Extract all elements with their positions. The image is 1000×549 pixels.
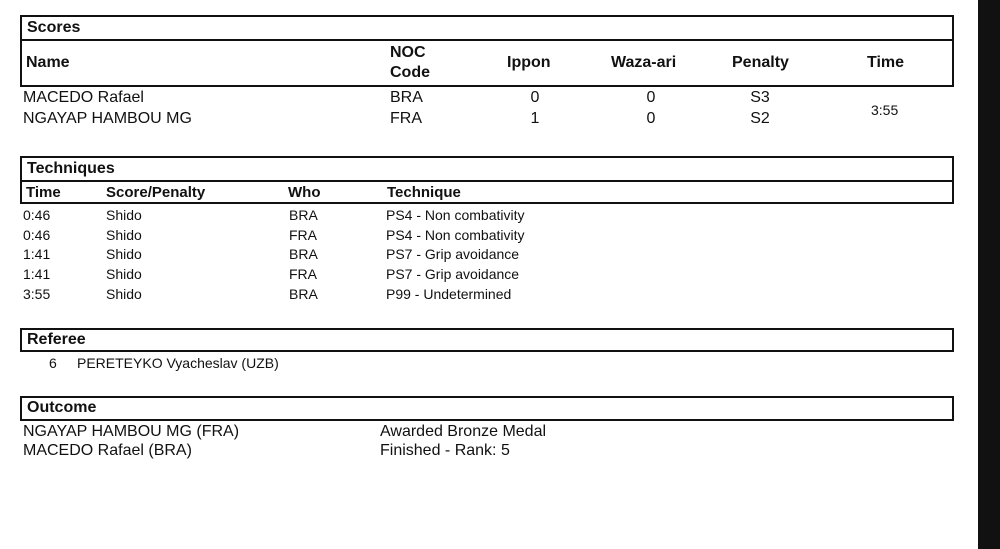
results-page: Scores Name NOC Code Ippon Waza-ari Pena… bbox=[0, 0, 978, 549]
referee-name: PERETEYKO Vyacheslav (UZB) bbox=[77, 355, 279, 371]
col-header-time: Time bbox=[867, 54, 905, 71]
outcome-header-box: Outcome bbox=[20, 396, 954, 421]
tech-row-1-technique: PS4 - Non combativity bbox=[386, 207, 525, 223]
score-row-2-penalty: S2 bbox=[750, 110, 770, 127]
referee-number: 6 bbox=[49, 355, 57, 371]
tech-row-5-who: BRA bbox=[289, 286, 318, 302]
tech-row-3-technique: PS7 - Grip avoidance bbox=[386, 246, 520, 262]
tech-col-header-technique: Technique bbox=[387, 184, 461, 201]
score-row-2-noc: FRA bbox=[390, 110, 422, 127]
col-header-noc-1: NOC bbox=[390, 44, 426, 61]
score-row-1-penalty: S3 bbox=[750, 89, 770, 106]
col-header-ippon: Ippon bbox=[507, 54, 551, 71]
referee-header-box: Referee bbox=[20, 328, 954, 352]
tech-row-1-time: 0:46 bbox=[23, 207, 51, 223]
col-header-name: Name bbox=[26, 54, 70, 71]
techniques-divider bbox=[22, 180, 952, 182]
tech-row-2-score: Shido bbox=[106, 227, 142, 243]
tech-row-4-score: Shido bbox=[106, 266, 142, 282]
tech-row-2-who: FRA bbox=[289, 227, 317, 243]
tech-row-5-technique: P99 - Undetermined bbox=[386, 286, 512, 302]
tech-row-4-who: FRA bbox=[289, 266, 317, 282]
tech-row-2-technique: PS4 - Non combativity bbox=[386, 227, 525, 243]
tech-row-4-technique: PS7 - Grip avoidance bbox=[386, 266, 520, 282]
tech-row-2-time: 0:46 bbox=[23, 227, 51, 243]
score-row-1-noc: BRA bbox=[390, 89, 423, 106]
tech-row-4-time: 1:41 bbox=[23, 266, 51, 282]
col-header-waza-ari: Waza-ari bbox=[611, 54, 677, 71]
tech-row-3-time: 1:41 bbox=[23, 246, 51, 262]
tech-row-3-who: BRA bbox=[289, 246, 318, 262]
techniques-header-box: Techniques Time Score/Penalty Who Techni… bbox=[20, 156, 954, 204]
outcome-row-2-result: Finished - Rank: 5 bbox=[380, 442, 510, 459]
tech-row-1-score: Shido bbox=[106, 207, 142, 223]
tech-col-header-time: Time bbox=[26, 184, 61, 201]
tech-row-5-time: 3:55 bbox=[23, 286, 51, 302]
col-header-noc-2: Code bbox=[390, 64, 430, 81]
score-row-1-name: MACEDO Rafael bbox=[23, 89, 144, 106]
scores-divider bbox=[22, 39, 952, 41]
score-row-1-ippon: 0 bbox=[530, 89, 540, 106]
score-row-2-name: NGAYAP HAMBOU MG bbox=[23, 110, 192, 127]
tech-row-3-score: Shido bbox=[106, 246, 142, 262]
tech-row-5-score: Shido bbox=[106, 286, 142, 302]
score-row-1-waza-ari: 0 bbox=[646, 89, 656, 106]
outcome-row-1-athlete: NGAYAP HAMBOU MG (FRA) bbox=[23, 423, 240, 440]
outcome-row-2-athlete: MACEDO Rafael (BRA) bbox=[23, 442, 192, 459]
score-row-2-ippon: 1 bbox=[530, 110, 540, 127]
scores-header-box: Scores Name NOC Code Ippon Waza-ari Pena… bbox=[20, 15, 954, 87]
score-row-2-waza-ari: 0 bbox=[646, 110, 656, 127]
referee-title: Referee bbox=[27, 331, 86, 348]
outcome-title: Outcome bbox=[27, 399, 97, 416]
tech-col-header-score-penalty: Score/Penalty bbox=[106, 184, 206, 201]
outcome-row-1-result: Awarded Bronze Medal bbox=[380, 423, 547, 440]
score-time: 3:55 bbox=[871, 102, 899, 118]
tech-col-header-who: Who bbox=[288, 184, 321, 201]
scores-title: Scores bbox=[27, 19, 81, 36]
techniques-title: Techniques bbox=[27, 160, 115, 177]
tech-row-1-who: BRA bbox=[289, 207, 318, 223]
col-header-penalty: Penalty bbox=[732, 54, 789, 71]
